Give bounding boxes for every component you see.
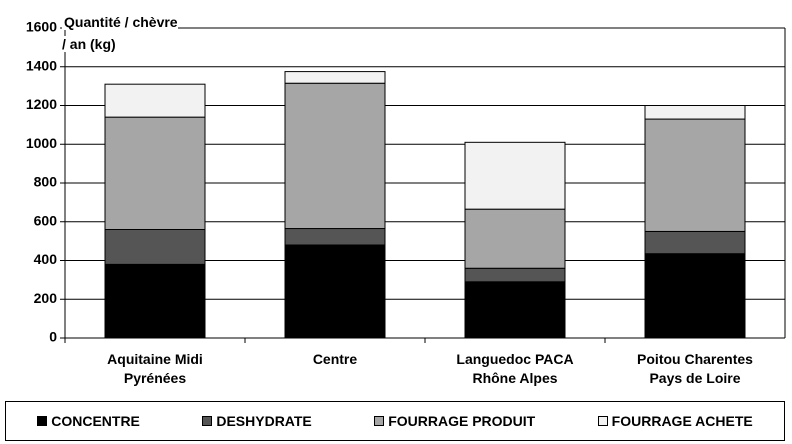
- bar-segment: [284, 228, 386, 246]
- bar-segment: [104, 83, 206, 118]
- legend-swatch: [374, 416, 385, 426]
- legend-label: FOURRAGE ACHETE: [611, 413, 753, 429]
- bar-segment: [644, 118, 746, 232]
- legend-swatch: [37, 416, 48, 426]
- bar-segment: [104, 229, 206, 265]
- x-tick-label: Centre: [312, 351, 358, 367]
- y-tick-label: 200: [34, 290, 58, 306]
- bar-segment: [284, 71, 386, 84]
- bar-segment: [464, 141, 566, 210]
- legend-label: DESHYDRATE: [216, 413, 312, 429]
- y-axis-label: Quantité / chèvre / an (kg): [62, 11, 202, 55]
- y-tick-label: 400: [34, 251, 58, 267]
- bar-segment: [284, 82, 386, 230]
- legend-item: FOURRAGE PRODUIT: [374, 413, 535, 429]
- legend-item: FOURRAGE ACHETE: [597, 413, 753, 429]
- y-tick-label: 1400: [26, 57, 57, 73]
- y-tick-label: 800: [34, 174, 58, 190]
- bar-segment: [104, 263, 206, 339]
- y-tick-label: 1600: [26, 19, 57, 35]
- bar-segment: [464, 267, 566, 283]
- x-tick-label: Aquitaine Midi Pyrénées: [107, 351, 203, 386]
- legend-item: CONCENTRE: [37, 413, 140, 429]
- bar-segment: [104, 116, 206, 230]
- bar-segment: [644, 105, 746, 120]
- bar-segment: [464, 281, 566, 339]
- plot: 0 200 400 600 800 1000 1200 1400 1600: [26, 19, 786, 345]
- bar-segment: [644, 230, 746, 255]
- legend: CONCENTRE DESHYDRATE FOURRAGE PRODUIT FOURR…: [5, 401, 785, 441]
- legend-swatch: [597, 416, 608, 426]
- y-tick-label: 600: [34, 212, 58, 228]
- y-tick-label: 1200: [26, 96, 57, 112]
- x-tick-label: Languedoc PACA Rhône Alpes: [456, 351, 574, 386]
- legend-item: DESHYDRATE: [202, 413, 312, 429]
- legend-swatch: [202, 416, 213, 426]
- y-tick-label: 0: [49, 329, 57, 345]
- y-tick-label: 1000: [26, 135, 57, 151]
- bar-segment: [644, 253, 746, 339]
- y-axis-label-text: Quantité / chèvre / an (kg): [62, 14, 178, 52]
- bar-segment: [284, 244, 386, 339]
- legend-label: CONCENTRE: [51, 413, 140, 429]
- x-tick-label: Poitou Charentes Pays de Loire: [637, 351, 753, 386]
- legend-label: FOURRAGE PRODUIT: [388, 413, 536, 429]
- bar-segment: [464, 208, 566, 269]
